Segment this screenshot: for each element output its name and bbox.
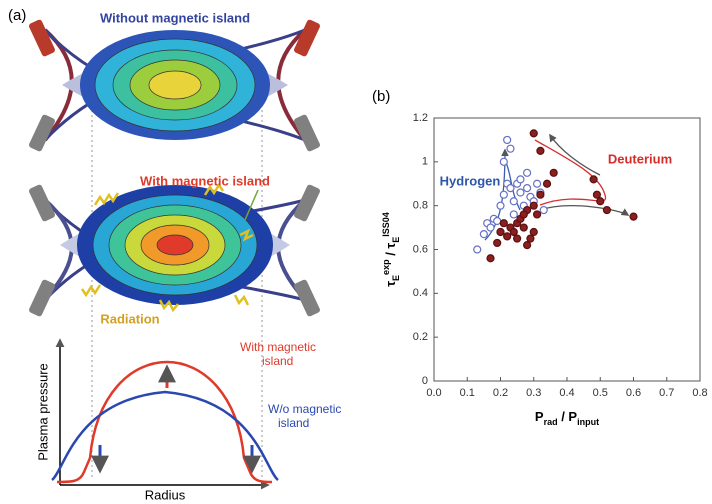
- point: [539, 205, 548, 215]
- x-tick-label: 0.5: [593, 387, 608, 399]
- point: [496, 201, 505, 210]
- panel-b: (b) 0.0 0.1 0.2 0.3 0.4 0.5 0.6 0.7 0.8 0 0.2 0.4 0.…: [372, 88, 708, 427]
- point: [536, 146, 545, 155]
- point: [486, 223, 495, 232]
- x-tick-label: 0.6: [626, 387, 641, 399]
- point: [496, 227, 505, 237]
- point: [522, 184, 532, 193]
- point: [522, 168, 532, 177]
- series-label: Hydrogen: [440, 173, 501, 188]
- y-tick-label: 1.2: [413, 112, 428, 124]
- coil-blocks: [29, 184, 320, 317]
- y-tick-label: 0.6: [413, 243, 428, 255]
- point: [499, 219, 508, 228]
- point: [536, 190, 545, 199]
- point: [519, 223, 528, 232]
- axis-label: Prad / Pinput: [535, 409, 599, 427]
- point: [513, 234, 522, 243]
- axis-label-part: P: [535, 409, 544, 424]
- series-label: Deuterium: [608, 151, 672, 166]
- point: [532, 210, 542, 219]
- x-tick-label: 0.1: [460, 387, 475, 399]
- point: [499, 190, 508, 199]
- panel-label: (b): [372, 88, 390, 105]
- point: [499, 157, 508, 166]
- x-tick-label: 0.8: [692, 387, 707, 399]
- axis-label-part: τ: [383, 281, 398, 287]
- plasma-top: [62, 30, 288, 140]
- point: [592, 190, 602, 199]
- point: [602, 205, 612, 215]
- point: [473, 245, 482, 254]
- point: [509, 210, 518, 219]
- point: [509, 197, 518, 206]
- y-tick-label: 0: [422, 375, 428, 387]
- point: [629, 212, 638, 221]
- point: [549, 168, 558, 177]
- point: [506, 144, 515, 153]
- curve-label: island: [278, 416, 309, 430]
- x-tick-label: 0.7: [659, 387, 674, 399]
- y-tick-label: 0.4: [413, 287, 428, 299]
- axis-label-part: exp: [381, 259, 391, 275]
- point: [506, 184, 515, 193]
- curve-label: With magnetic: [240, 340, 316, 354]
- point: [493, 216, 502, 226]
- axis-label: Radius: [145, 487, 186, 502]
- axis-label-part: rad: [544, 417, 558, 427]
- point: [503, 135, 512, 145]
- point: [529, 201, 538, 210]
- point: [526, 234, 535, 243]
- point: [493, 238, 502, 248]
- x-tick-label: 0.0: [426, 387, 441, 399]
- axis-label-part: E: [391, 275, 401, 281]
- curve-label: W/o magnetic: [268, 402, 341, 416]
- axis-label-part: / P: [558, 409, 578, 424]
- point: [529, 129, 538, 138]
- point: [503, 232, 512, 241]
- point: [529, 227, 538, 237]
- axis-label-part: / τ: [383, 243, 398, 260]
- axis-label-part: E: [391, 237, 401, 243]
- panel-label: (a): [8, 7, 26, 24]
- axis-label-part: input: [577, 417, 599, 427]
- point: [532, 179, 542, 188]
- point: [516, 175, 525, 184]
- x-tick-label: 0.2: [493, 387, 508, 399]
- x-tick-label: 0.3: [526, 387, 541, 399]
- radiation-squiggles: [80, 182, 259, 313]
- point: [516, 188, 525, 197]
- point: [596, 197, 605, 206]
- plasma-middle: [60, 185, 290, 305]
- y-tick-label: 1: [422, 156, 428, 168]
- x-tick-label: 0.4: [559, 387, 574, 399]
- radiation-label: Radiation: [100, 311, 159, 326]
- axis-label: τEexp / τEISS04: [381, 212, 401, 287]
- point: [589, 175, 598, 184]
- coil-blocks: [29, 19, 320, 152]
- point: [479, 230, 488, 239]
- panel-a: (a) Without magnetic isla: [8, 7, 341, 502]
- axis-label: Plasma pressure: [35, 363, 50, 461]
- diagram-title: With magnetic island: [140, 173, 270, 188]
- point: [522, 241, 532, 250]
- curve-label: island: [262, 354, 293, 368]
- diagram-title: Without magnetic island: [100, 10, 250, 25]
- pressure-plot: [51, 338, 279, 490]
- point: [509, 227, 518, 237]
- y-tick-label: 0.2: [413, 331, 428, 343]
- point: [542, 179, 552, 188]
- point: [519, 210, 528, 219]
- point: [486, 254, 495, 263]
- axis-label-part: ISS04: [381, 212, 391, 237]
- y-tick-label: 0.8: [413, 200, 428, 212]
